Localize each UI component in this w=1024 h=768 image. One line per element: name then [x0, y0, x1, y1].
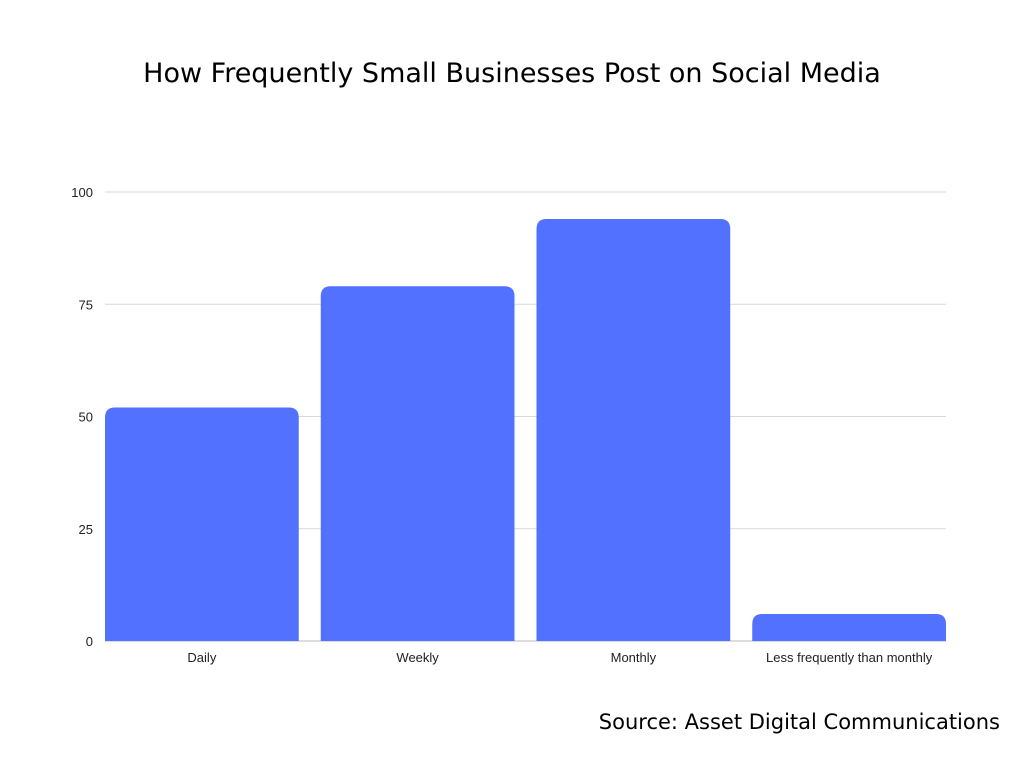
x-tick-label: Monthly [611, 650, 657, 665]
bar-daily [105, 407, 299, 641]
y-tick-label: 25 [79, 522, 93, 537]
bar-weekly [320, 286, 515, 641]
x-tick-label: Daily [187, 650, 216, 665]
bar-less-frequently-than-monthly [752, 614, 946, 641]
chart-title: How Frequently Small Businesses Post on … [143, 58, 881, 89]
y-tick-label: 100 [71, 185, 93, 200]
x-tick-label: Weekly [396, 650, 439, 665]
y-tick-label: 50 [79, 410, 93, 425]
x-tick-label: Less frequently than monthly [766, 650, 933, 665]
source-note: Source: Asset Digital Communications [598, 710, 1000, 734]
y-tick-label: 0 [86, 634, 93, 649]
bar-monthly [536, 218, 731, 641]
y-tick-label: 75 [79, 297, 93, 312]
